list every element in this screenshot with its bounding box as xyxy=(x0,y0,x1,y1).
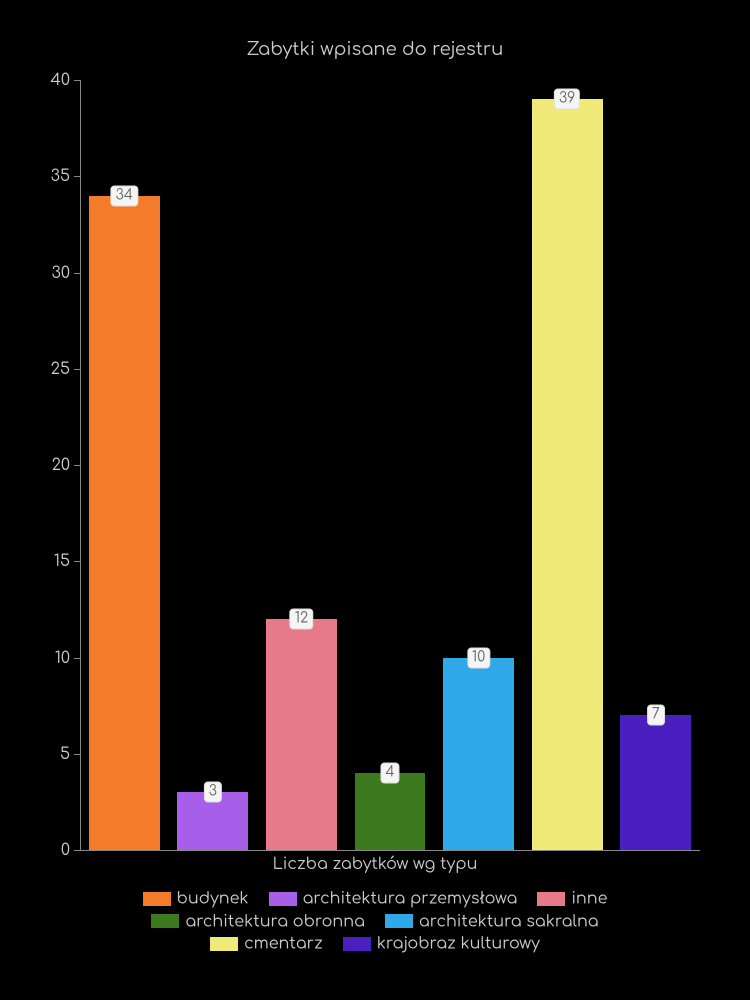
legend-label: krajobraz kulturowy xyxy=(377,935,540,953)
bar-value-label: 12 xyxy=(290,609,313,630)
y-tick-mark xyxy=(74,369,80,370)
y-tick-label: 10 xyxy=(55,649,70,667)
chart-title: Zabytki wpisane do rejestru xyxy=(0,40,750,60)
bar: 39 xyxy=(532,99,603,850)
legend-swatch xyxy=(269,892,297,906)
bar: 3 xyxy=(177,792,248,850)
bar-value-label: 4 xyxy=(380,763,399,784)
legend-row: budynek architektura przemysłowa inne xyxy=(0,889,750,908)
bar: 10 xyxy=(443,658,514,851)
legend-label: inne xyxy=(571,890,607,908)
bar-value-label: 10 xyxy=(467,647,490,668)
chart-container: Zabytki wpisane do rejestru 051015202530… xyxy=(0,0,750,1000)
bar: 12 xyxy=(266,619,337,850)
legend-row: cmentarz krajobraz kulturowy xyxy=(0,934,750,953)
y-tick-mark xyxy=(74,561,80,562)
legend-label: cmentarz xyxy=(244,935,323,953)
y-tick-label: 35 xyxy=(51,167,70,185)
bar: 4 xyxy=(355,773,426,850)
bar-value-label: 39 xyxy=(554,89,580,110)
legend-item: architektura przemysłowa xyxy=(269,889,518,908)
y-tick-label: 5 xyxy=(60,745,70,763)
legend-row: architektura obronna architektura sakraln… xyxy=(0,912,750,931)
legend-item: budynek xyxy=(143,889,249,908)
x-axis-label: Liczba zabytków wg typu xyxy=(0,855,750,873)
legend-item: architektura obronna xyxy=(151,912,365,931)
legend-label: architektura przemysłowa xyxy=(303,890,518,908)
bar-value-label: 7 xyxy=(647,705,665,726)
legend: budynek architektura przemysłowa inne archi… xyxy=(0,885,750,957)
bar: 34 xyxy=(89,196,160,851)
legend-item: krajobraz kulturowy xyxy=(343,934,540,953)
legend-swatch xyxy=(151,914,179,928)
legend-swatch xyxy=(210,937,238,951)
legend-label: budynek xyxy=(177,890,249,908)
legend-label: architektura obronna xyxy=(185,912,365,930)
legend-swatch xyxy=(143,892,171,906)
bar-value-label: 34 xyxy=(111,185,138,206)
y-tick-mark xyxy=(74,754,80,755)
legend-swatch xyxy=(385,914,413,928)
y-tick-label: 25 xyxy=(51,360,70,378)
x-axis-line xyxy=(80,850,700,851)
y-tick-mark xyxy=(74,176,80,177)
y-tick-mark xyxy=(74,465,80,466)
y-tick-label: 30 xyxy=(52,264,71,282)
legend-item: cmentarz xyxy=(210,934,323,953)
y-tick-mark xyxy=(74,273,80,274)
y-tick-mark xyxy=(74,80,80,81)
y-tick-label: 20 xyxy=(52,456,70,474)
y-tick-mark xyxy=(74,850,80,851)
y-tick-label: 40 xyxy=(51,71,71,89)
y-tick-mark xyxy=(74,658,80,659)
y-tick-label: 15 xyxy=(54,552,70,570)
legend-label: architektura sakralna xyxy=(419,912,599,930)
plot-area: 051015202530354034312410397 xyxy=(80,80,700,850)
legend-swatch xyxy=(343,937,371,951)
bar: 7 xyxy=(620,715,691,850)
bar-value-label: 3 xyxy=(204,782,222,803)
legend-item: inne xyxy=(537,889,607,908)
legend-item: architektura sakralna xyxy=(385,912,599,931)
y-axis-line xyxy=(80,80,81,850)
legend-swatch xyxy=(537,892,565,906)
